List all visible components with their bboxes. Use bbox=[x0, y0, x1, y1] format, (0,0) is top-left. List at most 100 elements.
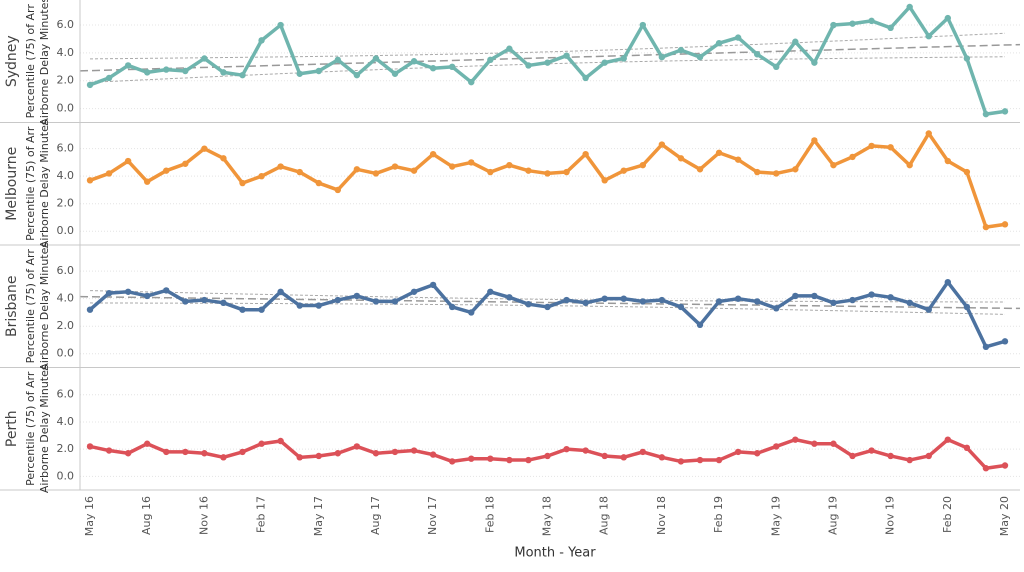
point bbox=[753, 298, 761, 305]
point bbox=[658, 141, 666, 148]
x-tick-label: May 16 bbox=[83, 496, 96, 536]
point bbox=[963, 303, 971, 311]
point bbox=[105, 74, 113, 82]
point bbox=[982, 465, 990, 472]
y-tick-label: 4.0 bbox=[57, 46, 75, 59]
point bbox=[677, 46, 685, 54]
point bbox=[277, 21, 284, 29]
point bbox=[468, 309, 475, 316]
point bbox=[582, 447, 589, 454]
point bbox=[506, 161, 513, 169]
x-axis-label: Month - Year bbox=[514, 546, 596, 561]
line bbox=[89, 131, 1006, 229]
point bbox=[410, 167, 418, 174]
point bbox=[334, 56, 342, 64]
point bbox=[143, 178, 151, 185]
point bbox=[201, 450, 208, 457]
point bbox=[506, 45, 513, 52]
point bbox=[811, 137, 818, 144]
point bbox=[944, 157, 952, 165]
point bbox=[296, 70, 303, 77]
point bbox=[620, 295, 627, 302]
point bbox=[601, 452, 608, 460]
point bbox=[944, 278, 952, 286]
point bbox=[296, 302, 303, 309]
point bbox=[468, 78, 475, 86]
point bbox=[487, 288, 494, 295]
point bbox=[601, 295, 608, 302]
point bbox=[677, 458, 685, 465]
point bbox=[601, 177, 608, 184]
point bbox=[410, 288, 418, 295]
point bbox=[1001, 462, 1009, 469]
point bbox=[525, 300, 532, 308]
panel-title: Perth bbox=[4, 410, 20, 447]
point bbox=[658, 454, 666, 461]
point bbox=[849, 153, 856, 161]
point bbox=[658, 296, 666, 304]
point bbox=[582, 74, 589, 82]
y-tick-label: 0.0 bbox=[57, 347, 75, 360]
point bbox=[753, 168, 761, 176]
point bbox=[563, 296, 570, 304]
y-tick-label: 6.0 bbox=[57, 388, 75, 401]
point bbox=[620, 55, 627, 62]
point bbox=[372, 298, 380, 305]
y-tick-label: 0.0 bbox=[57, 102, 75, 115]
point bbox=[143, 292, 151, 300]
point bbox=[86, 81, 94, 89]
point bbox=[811, 440, 818, 447]
x-tick-label: Feb 18 bbox=[483, 496, 496, 533]
point bbox=[487, 168, 494, 176]
point bbox=[582, 299, 589, 307]
point bbox=[563, 445, 570, 453]
point bbox=[830, 21, 837, 29]
point bbox=[487, 455, 494, 462]
trend-line bbox=[79, 43, 1021, 72]
point bbox=[143, 440, 151, 447]
point bbox=[1001, 221, 1009, 228]
point bbox=[448, 303, 456, 311]
point bbox=[696, 53, 704, 61]
point bbox=[944, 14, 952, 22]
point bbox=[258, 172, 265, 180]
point bbox=[448, 63, 456, 71]
point bbox=[506, 456, 513, 464]
point bbox=[277, 437, 284, 445]
point bbox=[124, 62, 132, 69]
point bbox=[163, 167, 170, 174]
point bbox=[468, 159, 475, 166]
point bbox=[105, 289, 113, 297]
x-tick-label: Nov 18 bbox=[655, 496, 668, 535]
point bbox=[868, 447, 875, 454]
point bbox=[315, 67, 322, 75]
point bbox=[792, 38, 799, 45]
point bbox=[677, 303, 685, 311]
point bbox=[773, 305, 780, 312]
point bbox=[105, 170, 113, 177]
point bbox=[124, 450, 132, 457]
point bbox=[334, 450, 342, 457]
point bbox=[448, 163, 456, 170]
point bbox=[220, 454, 227, 461]
point bbox=[544, 303, 551, 311]
point bbox=[86, 177, 94, 184]
point bbox=[906, 456, 913, 464]
point bbox=[753, 450, 761, 457]
point bbox=[429, 451, 437, 458]
point bbox=[696, 166, 704, 173]
point bbox=[391, 163, 399, 170]
y-tick-label: 2.0 bbox=[57, 442, 75, 455]
y-axis-label: Airborne Delay Minutes bbox=[38, 242, 51, 371]
point bbox=[429, 150, 437, 158]
x-tick-label: Aug 19 bbox=[826, 496, 839, 535]
point bbox=[868, 142, 875, 150]
point bbox=[258, 306, 265, 313]
y-tick-label: 2.0 bbox=[57, 197, 75, 210]
point bbox=[296, 168, 303, 176]
point bbox=[715, 456, 723, 464]
point bbox=[86, 306, 94, 313]
point bbox=[792, 166, 799, 173]
panel-title: Brisbane bbox=[4, 276, 20, 338]
